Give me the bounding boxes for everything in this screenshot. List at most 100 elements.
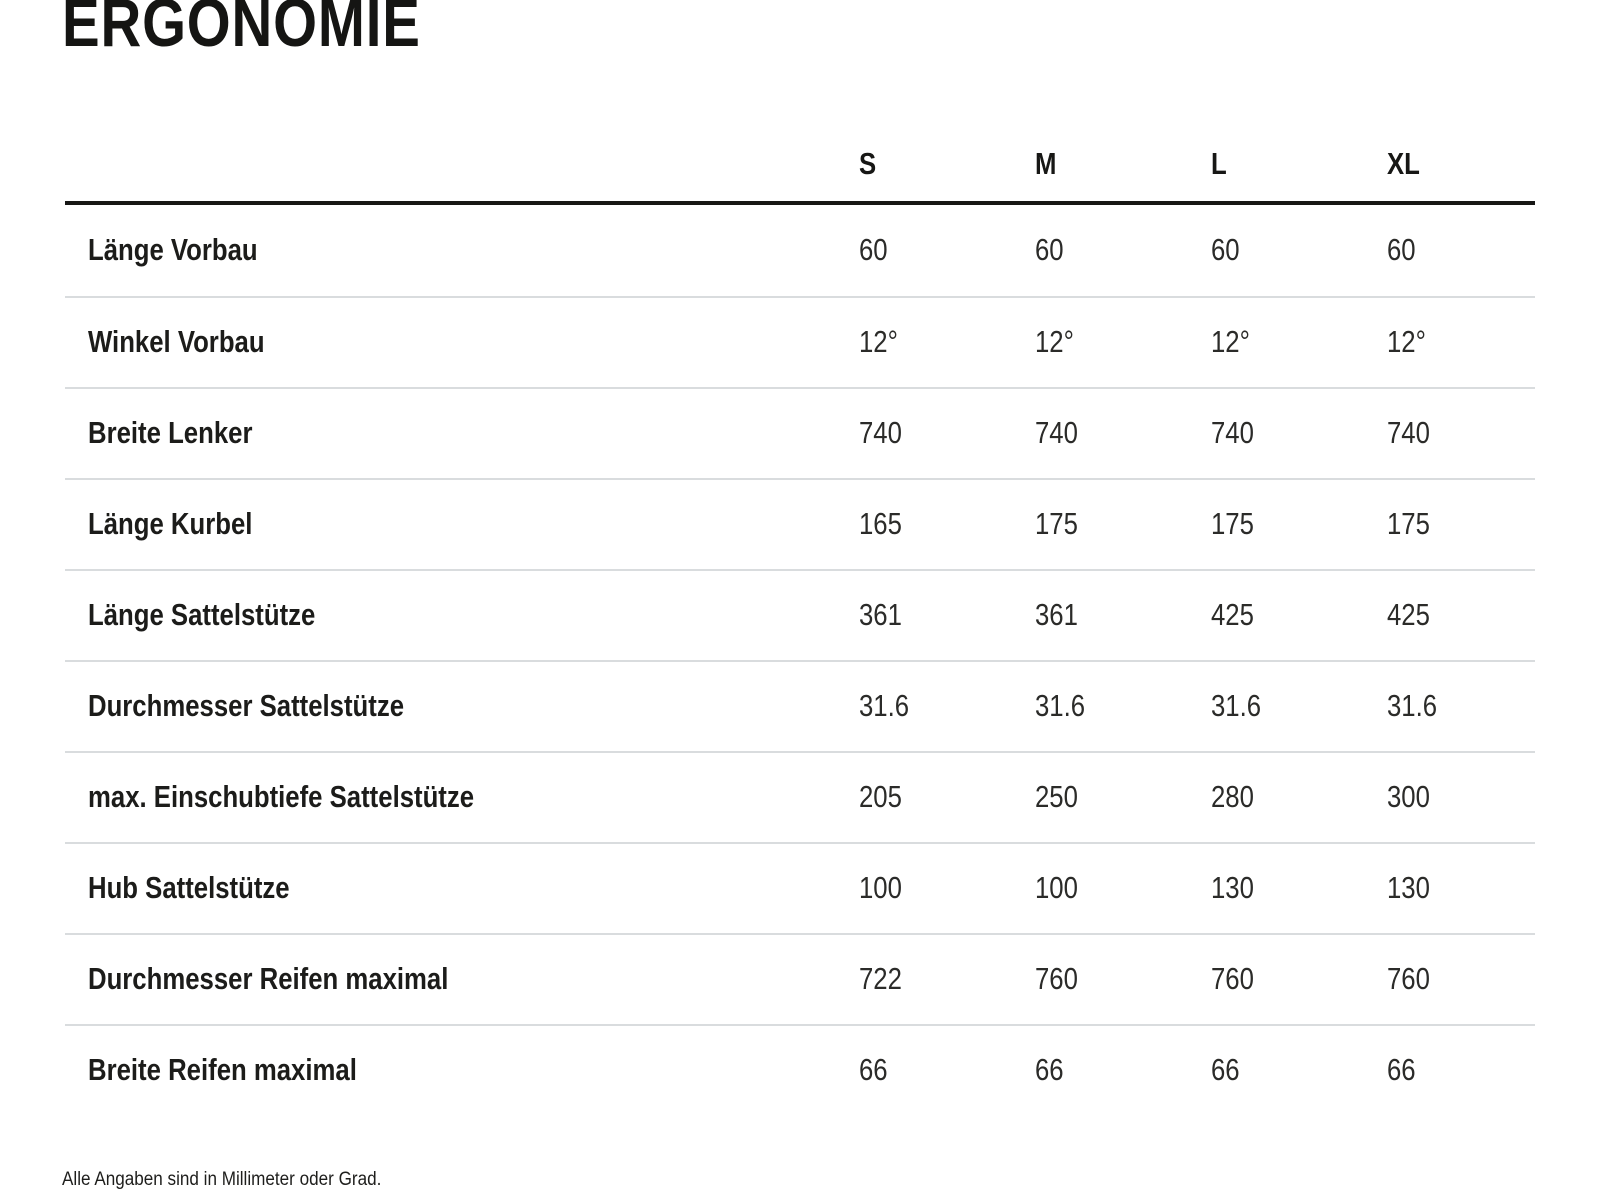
- table-row: Durchmesser Reifen maximal 722 760 760 760: [65, 933, 1535, 1024]
- value-cell-s: 31.6: [855, 689, 1031, 723]
- cell-value: 175: [1387, 506, 1430, 542]
- value-cell-s: 100: [855, 871, 1031, 905]
- table-header-row: S M L XL: [65, 57, 1535, 205]
- cell-value: 425: [1211, 597, 1254, 633]
- row-label-cell: Durchmesser Sattelstütze: [65, 689, 855, 723]
- row-label: max. Einschubtiefe Sattelstütze: [88, 779, 475, 815]
- table-row: Breite Lenker 740 740 740 740: [65, 387, 1535, 478]
- value-cell-l: 280: [1207, 780, 1383, 814]
- row-label: Hub Sattelstütze: [88, 870, 290, 906]
- table-row: Durchmesser Sattelstütze 31.6 31.6 31.6 31.6: [65, 660, 1535, 751]
- cell-value: 66: [1035, 1052, 1064, 1088]
- value-cell-s: 66: [855, 1053, 1031, 1087]
- value-cell-m: 250: [1031, 780, 1207, 814]
- table-row: Hub Sattelstütze 100 100 130 130: [65, 842, 1535, 933]
- cell-value: 280: [1211, 779, 1254, 815]
- table-body: Länge Vorbau 60 60 60 60 Winkel Vorbau 12° 12° 1…: [65, 205, 1535, 1115]
- value-cell-m: 740: [1031, 416, 1207, 450]
- row-label: Länge Kurbel: [88, 506, 253, 542]
- value-cell-l: 425: [1207, 598, 1383, 632]
- value-cell-l: 760: [1207, 962, 1383, 996]
- column-header-s: S: [855, 145, 1031, 181]
- cell-value: 60: [1211, 232, 1240, 268]
- cell-value: 31.6: [1387, 688, 1438, 724]
- cell-value: 740: [1035, 415, 1078, 451]
- row-label-cell: Winkel Vorbau: [65, 325, 855, 359]
- row-label-cell: Länge Sattelstütze: [65, 598, 855, 632]
- cell-value: 66: [1387, 1052, 1416, 1088]
- value-cell-xl: 760: [1383, 962, 1535, 996]
- table-row: max. Einschubtiefe Sattelstütze 205 250 280…: [65, 751, 1535, 842]
- cell-value: 60: [859, 232, 888, 268]
- value-cell-s: 361: [855, 598, 1031, 632]
- column-header-label: M: [1035, 145, 1057, 181]
- value-cell-m: 66: [1031, 1053, 1207, 1087]
- value-cell-s: 722: [855, 962, 1031, 996]
- value-cell-xl: 425: [1383, 598, 1535, 632]
- cell-value: 175: [1211, 506, 1254, 542]
- cell-value: 12°: [1035, 324, 1074, 360]
- value-cell-l: 60: [1207, 233, 1383, 267]
- page-title: ERGONOMIE: [62, 0, 1600, 57]
- column-header-l: L: [1207, 145, 1383, 181]
- value-cell-xl: 31.6: [1383, 689, 1535, 723]
- value-cell-m: 31.6: [1031, 689, 1207, 723]
- cell-value: 175: [1035, 506, 1078, 542]
- table-row: Länge Kurbel 165 175 175 175: [65, 478, 1535, 569]
- value-cell-xl: 12°: [1383, 325, 1535, 359]
- column-header-m: M: [1031, 145, 1207, 181]
- value-cell-xl: 175: [1383, 507, 1535, 541]
- row-label-cell: max. Einschubtiefe Sattelstütze: [65, 780, 855, 814]
- value-cell-m: 175: [1031, 507, 1207, 541]
- value-cell-m: 361: [1031, 598, 1207, 632]
- cell-value: 31.6: [1211, 688, 1262, 724]
- cell-value: 760: [1035, 961, 1078, 997]
- cell-value: 12°: [859, 324, 898, 360]
- value-cell-l: 175: [1207, 507, 1383, 541]
- column-header-label: L: [1211, 145, 1227, 181]
- cell-value: 740: [1387, 415, 1430, 451]
- value-cell-s: 12°: [855, 325, 1031, 359]
- cell-value: 250: [1035, 779, 1078, 815]
- value-cell-s: 205: [855, 780, 1031, 814]
- row-label-cell: Hub Sattelstütze: [65, 871, 855, 905]
- cell-value: 31.6: [859, 688, 910, 724]
- cell-value: 760: [1211, 961, 1254, 997]
- value-cell-l: 66: [1207, 1053, 1383, 1087]
- row-label-cell: Länge Kurbel: [65, 507, 855, 541]
- cell-value: 60: [1035, 232, 1064, 268]
- value-cell-m: 100: [1031, 871, 1207, 905]
- row-label-cell: Länge Vorbau: [65, 233, 855, 267]
- value-cell-xl: 300: [1383, 780, 1535, 814]
- units-footnote-text: Alle Angaben sind in Millimeter oder Gra…: [62, 1169, 382, 1190]
- cell-value: 130: [1387, 870, 1430, 906]
- value-cell-m: 60: [1031, 233, 1207, 267]
- value-cell-s: 60: [855, 233, 1031, 267]
- cell-value: 165: [859, 506, 902, 542]
- cell-value: 12°: [1211, 324, 1250, 360]
- row-label: Länge Vorbau: [88, 232, 258, 268]
- value-cell-s: 740: [855, 416, 1031, 450]
- column-header-xl: XL: [1383, 146, 1535, 181]
- cell-value: 760: [1387, 961, 1430, 997]
- cell-value: 130: [1211, 870, 1254, 906]
- cell-value: 740: [1211, 415, 1254, 451]
- value-cell-s: 165: [855, 507, 1031, 541]
- value-cell-xl: 740: [1383, 416, 1535, 450]
- column-header-label: S: [859, 145, 877, 181]
- row-label-cell: Breite Reifen maximal: [65, 1053, 855, 1087]
- value-cell-l: 12°: [1207, 325, 1383, 359]
- cell-value: 361: [1035, 597, 1078, 633]
- cell-value: 31.6: [1035, 688, 1086, 724]
- table-row: Länge Sattelstütze 361 361 425 425: [65, 569, 1535, 660]
- row-label: Winkel Vorbau: [88, 324, 265, 360]
- value-cell-m: 760: [1031, 962, 1207, 996]
- cell-value: 12°: [1387, 324, 1426, 360]
- value-cell-xl: 130: [1383, 871, 1535, 905]
- cell-value: 100: [1035, 870, 1078, 906]
- cell-value: 361: [859, 597, 902, 633]
- cell-value: 205: [859, 779, 902, 815]
- table-row: Breite Reifen maximal 66 66 66 66: [65, 1024, 1535, 1115]
- row-label: Länge Sattelstütze: [88, 597, 316, 633]
